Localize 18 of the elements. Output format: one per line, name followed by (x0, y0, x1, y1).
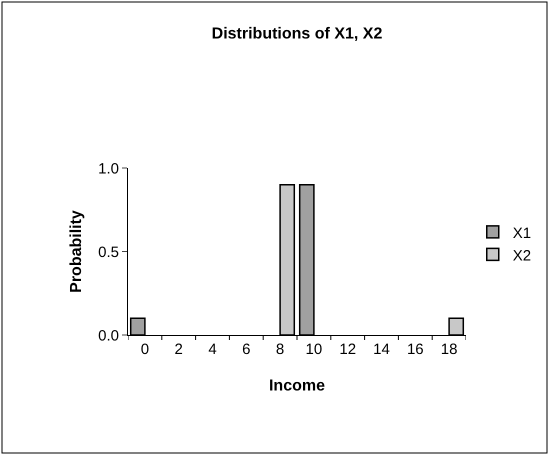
y-tick-label: 0.5 (98, 244, 119, 261)
chart-title: Distributions of X1, X2 (212, 26, 382, 42)
x-tick-label: 8 (276, 341, 284, 358)
y-axis-title: Probability (68, 210, 86, 293)
x-tick-label: 12 (339, 341, 356, 358)
legend-label: X2 (512, 247, 532, 264)
x-tick-label: 2 (174, 341, 183, 358)
x-tick-label: 14 (373, 341, 390, 358)
x-tick-label: 10 (306, 341, 322, 358)
x-axis-title: Income (268, 378, 326, 395)
x-tick-label: 4 (208, 341, 217, 358)
x-tick-label: 6 (242, 341, 250, 358)
x-tick-label: 18 (440, 341, 458, 358)
y-tick-label: 0.0 (98, 327, 119, 344)
y-tick-label: 1.0 (98, 160, 119, 178)
x-tick-label: 16 (406, 341, 424, 358)
x-tick-label: 0 (140, 341, 150, 358)
legend-label: X1 (512, 224, 532, 242)
